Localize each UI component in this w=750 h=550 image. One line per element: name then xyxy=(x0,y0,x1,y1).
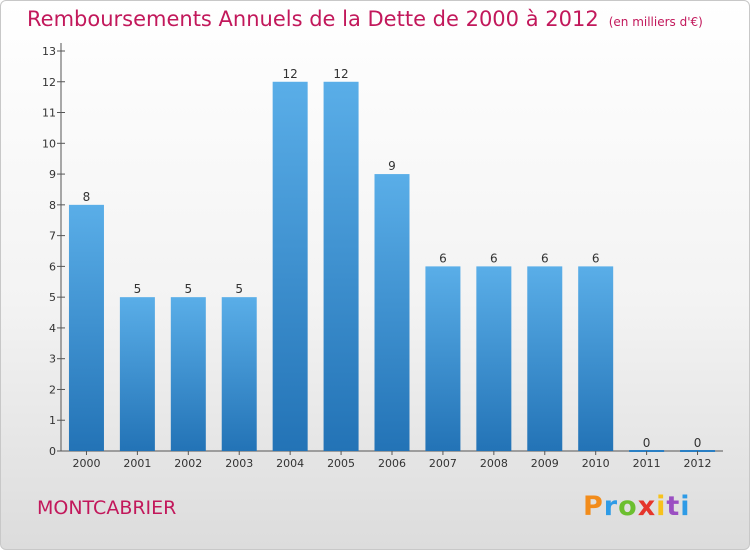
bar xyxy=(374,174,410,452)
y-tick-label: 2 xyxy=(49,383,56,396)
data-label: 6 xyxy=(592,251,600,265)
bar xyxy=(272,81,308,452)
data-label: 0 xyxy=(643,436,651,450)
data-label: 5 xyxy=(235,282,243,296)
x-tick-label: 2003 xyxy=(225,457,253,470)
data-label: 9 xyxy=(388,159,396,173)
x-tick-label: 2007 xyxy=(429,457,457,470)
y-tick-label: 8 xyxy=(49,199,56,212)
x-tick-label: 2001 xyxy=(123,457,151,470)
unit-label: (en milliers d'€) xyxy=(608,15,703,29)
x-tick-label: 2002 xyxy=(174,457,202,470)
y-tick-label: 13 xyxy=(42,45,56,58)
logo-letter: r xyxy=(603,491,619,522)
data-label: 5 xyxy=(184,282,192,296)
logo-letter: P xyxy=(583,491,604,522)
y-tick-label: 9 xyxy=(49,168,56,181)
y-tick-label: 5 xyxy=(49,291,56,304)
bar xyxy=(68,204,104,451)
x-tick-label: 2012 xyxy=(684,457,712,470)
data-label: 12 xyxy=(283,67,298,81)
logo-letter: o xyxy=(618,491,638,522)
bar xyxy=(425,266,461,451)
bar xyxy=(119,297,155,451)
y-tick-label: 0 xyxy=(49,445,56,458)
logo-letter: x xyxy=(637,491,657,522)
x-tick-label: 2004 xyxy=(276,457,304,470)
y-tick-label: 12 xyxy=(42,76,56,89)
chart-title: Remboursements Annuels de la Dette de 20… xyxy=(27,7,703,31)
y-tick-label: 10 xyxy=(42,137,56,150)
x-tick-label: 2009 xyxy=(531,457,559,470)
x-tick-label: 2005 xyxy=(327,457,355,470)
bar xyxy=(323,81,359,452)
bar xyxy=(476,266,512,451)
y-tick-label: 1 xyxy=(49,414,56,427)
y-tick-label: 6 xyxy=(49,260,56,273)
data-label: 5 xyxy=(134,282,142,296)
x-tick-label: 2008 xyxy=(480,457,508,470)
data-label: 12 xyxy=(333,67,348,81)
bar xyxy=(170,297,206,451)
bar xyxy=(578,266,614,451)
y-tick-label: 7 xyxy=(49,230,56,243)
data-label: 0 xyxy=(694,436,702,450)
x-tick-label: 2006 xyxy=(378,457,406,470)
x-tick-label: 2010 xyxy=(582,457,610,470)
y-tick-label: 11 xyxy=(42,107,56,120)
bar xyxy=(221,297,257,451)
logo-letter: i xyxy=(656,491,667,522)
y-tick-label: 4 xyxy=(49,322,56,335)
y-tick-label: 3 xyxy=(49,353,56,366)
logo-letter: t xyxy=(666,491,681,522)
logo-letter: i xyxy=(680,491,691,522)
data-label: 6 xyxy=(490,251,498,265)
x-tick-label: 2000 xyxy=(72,457,100,470)
bar xyxy=(527,266,563,451)
proxiti-logo[interactable]: Proxiti xyxy=(583,491,691,522)
commune-name: MONTCABRIER xyxy=(37,497,177,519)
data-label: 6 xyxy=(439,251,447,265)
title-text: Remboursements Annuels de la Dette de 20… xyxy=(27,7,599,31)
x-tick-label: 2011 xyxy=(633,457,661,470)
data-label: 8 xyxy=(83,190,91,204)
data-label: 6 xyxy=(541,251,549,265)
